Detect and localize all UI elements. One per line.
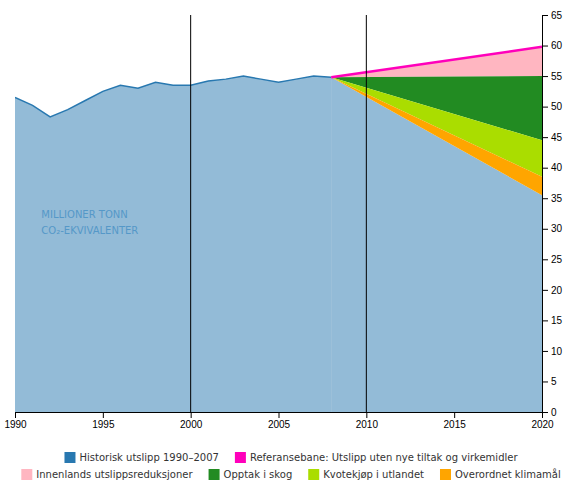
legend-swatch bbox=[308, 469, 319, 480]
band bbox=[331, 77, 542, 195]
legend-item: Kvotekjøp i utlandet bbox=[308, 469, 424, 480]
legend-item: Opptak i skog bbox=[209, 469, 293, 480]
tick: 25 bbox=[542, 254, 563, 265]
tick: 30 bbox=[542, 223, 563, 234]
tick-mark bbox=[542, 290, 548, 291]
tick: 20 bbox=[542, 285, 563, 296]
tick: 10 bbox=[542, 346, 563, 357]
tick-mark bbox=[279, 412, 280, 418]
tick-mark bbox=[542, 168, 548, 169]
tick: 2005 bbox=[268, 412, 291, 430]
tick-label: 25 bbox=[551, 254, 563, 265]
legend-label: Historisk utslipp 1990–2007 bbox=[79, 452, 218, 463]
tick-mark bbox=[542, 137, 548, 138]
tick: 65 bbox=[542, 10, 563, 21]
area bbox=[15, 76, 331, 412]
tick-mark bbox=[542, 351, 548, 352]
plot-area bbox=[15, 15, 542, 412]
tick: 5 bbox=[542, 376, 557, 387]
legend-label: Innenlands utslippsreduksjoner bbox=[36, 469, 193, 480]
tick-label: 45 bbox=[551, 132, 563, 143]
line bbox=[15, 76, 331, 117]
tick: 1995 bbox=[92, 412, 115, 430]
tick-label: 0 bbox=[551, 407, 557, 418]
tick-label: 30 bbox=[551, 223, 563, 234]
tick-mark bbox=[542, 15, 548, 16]
tick-mark bbox=[542, 76, 548, 77]
tick-label: 2020 bbox=[531, 419, 554, 430]
tick-label: 1995 bbox=[92, 419, 115, 430]
tick-label: 50 bbox=[551, 101, 563, 112]
annotation-line: CO₂-EKVIVALENTER bbox=[41, 225, 138, 236]
legend-swatch bbox=[440, 469, 451, 480]
x-axis: 1990 1995 2000 2005 2010 2015 2020 bbox=[4, 412, 554, 430]
axis-domain bbox=[543, 16, 549, 413]
tick-mark bbox=[103, 412, 104, 418]
tick: 50 bbox=[542, 101, 563, 112]
band bbox=[331, 47, 542, 78]
tick-mark bbox=[454, 412, 455, 418]
tick-mark bbox=[542, 46, 548, 47]
tick-label: 55 bbox=[551, 71, 563, 82]
tick-mark bbox=[366, 412, 367, 418]
tick-mark bbox=[191, 412, 192, 418]
tick-mark bbox=[542, 259, 548, 260]
tick: 1990 bbox=[4, 412, 27, 430]
line bbox=[331, 47, 542, 78]
legend-item: Overordnet klimamål bbox=[440, 468, 561, 480]
tick: 60 bbox=[542, 40, 563, 51]
tick-label: 15 bbox=[551, 315, 563, 326]
tick-mark bbox=[542, 198, 548, 199]
legend-label: Kvotekjøp i utlandet bbox=[323, 469, 424, 480]
tick: 0 bbox=[542, 407, 557, 418]
tick-label: 35 bbox=[551, 193, 563, 204]
tick-mark bbox=[15, 412, 16, 418]
legend-label: Opptak i skog bbox=[224, 469, 293, 480]
tick-label: 2015 bbox=[444, 419, 467, 430]
legend-swatch bbox=[209, 469, 220, 480]
tick-label: 2000 bbox=[180, 419, 203, 430]
tick-mark bbox=[542, 381, 548, 382]
tick: 15 bbox=[542, 315, 563, 326]
y-axis: 0 5 10 15 20 25 30 35 40 45 50 55 60 65 bbox=[542, 10, 563, 418]
tick: 40 bbox=[542, 162, 563, 173]
legend-item: Historisk utslipp 1990–2007 bbox=[64, 452, 218, 463]
tick-mark bbox=[542, 412, 548, 413]
tick: 55 bbox=[542, 71, 563, 82]
tick: 45 bbox=[542, 132, 563, 143]
legend-label: Referansebane: Utslipp uten nye tiltak o… bbox=[250, 452, 519, 463]
tick-label: 2010 bbox=[356, 419, 379, 430]
legend-label: Overordnet klimamål bbox=[455, 468, 561, 480]
tick-mark bbox=[542, 107, 548, 108]
tick-label: 5 bbox=[551, 376, 557, 387]
axis-domain bbox=[16, 413, 543, 419]
tick: 2010 bbox=[356, 412, 379, 430]
vline bbox=[190, 15, 191, 412]
legend-swatch bbox=[21, 469, 32, 480]
tick-label: 20 bbox=[551, 285, 563, 296]
tick-mark bbox=[542, 320, 548, 321]
legend: Historisk utslipp 1990–2007 Referansebane… bbox=[21, 452, 560, 480]
annotation: MILLIONER TONN CO₂-EKVIVALENTER bbox=[41, 209, 138, 236]
annotation-line: MILLIONER TONN bbox=[41, 209, 127, 220]
tick-mark bbox=[542, 229, 548, 230]
legend-item: Referansebane: Utslipp uten nye tiltak o… bbox=[235, 452, 519, 463]
tick: 2015 bbox=[444, 412, 467, 430]
tick-label: 60 bbox=[551, 40, 563, 51]
vline bbox=[366, 15, 367, 412]
tick-label: 65 bbox=[551, 10, 563, 21]
tick-label: 2005 bbox=[268, 419, 291, 430]
legend-swatch bbox=[64, 452, 75, 463]
tick-label: 1990 bbox=[4, 419, 27, 430]
legend-item: Innenlands utslippsreduksjoner bbox=[21, 469, 193, 480]
tick: 35 bbox=[542, 193, 563, 204]
legend-swatch bbox=[235, 452, 246, 463]
chart: 1990 1995 2000 2005 2010 2015 20200 5 10 15 20 25 30… bbox=[0, 0, 582, 488]
tick-label: 10 bbox=[551, 346, 563, 357]
tick-label: 40 bbox=[551, 162, 563, 173]
tick: 2000 bbox=[180, 412, 203, 430]
